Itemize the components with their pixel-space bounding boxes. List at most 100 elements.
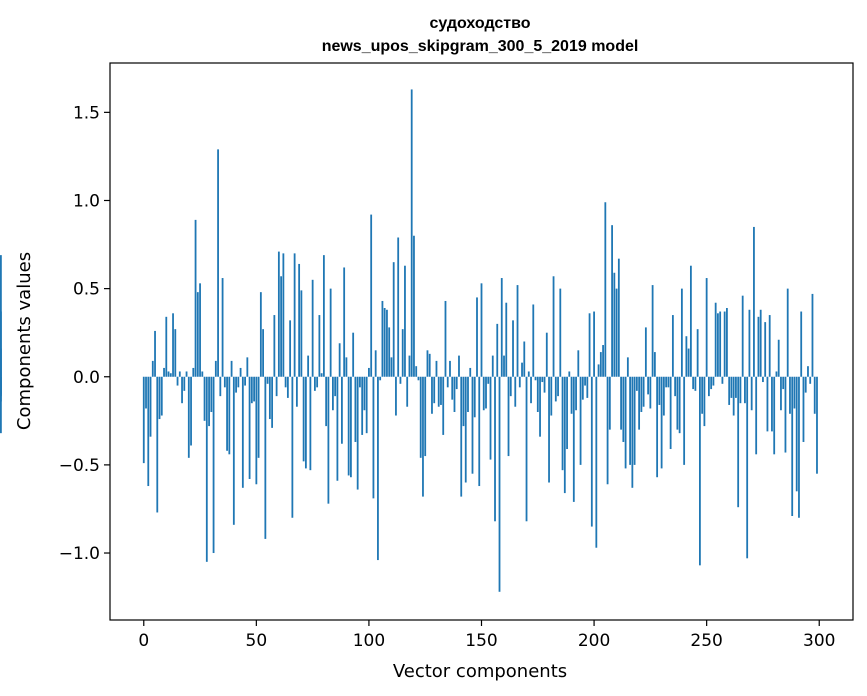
- bar-component-120: [413, 235, 415, 377]
- bar-component-undefined: [0, 376, 2, 402]
- bar-component-58: [273, 315, 276, 377]
- bar-component-235: [671, 315, 674, 377]
- x-axis-ticks: 0 50 100 150 200 250 300: [138, 620, 835, 651]
- bar-component-266: [741, 295, 744, 377]
- bar-component-163: [509, 376, 512, 397]
- bar-component-123: [419, 376, 422, 458]
- bar-component-193: [577, 350, 580, 377]
- bar-component-276: [764, 322, 767, 377]
- bar-component-17: [181, 376, 183, 404]
- bar-component-147: [473, 376, 476, 418]
- bar-component-149: [478, 376, 481, 487]
- bar-component-6: [156, 376, 159, 513]
- bar-component-66: [291, 376, 294, 518]
- bar-component-271: [753, 226, 755, 377]
- bar-component-110: [390, 357, 393, 377]
- bar-component-100: [368, 367, 370, 377]
- bar-component-243: [689, 265, 692, 377]
- bar-component-52: [259, 292, 262, 377]
- bar-component-175: [536, 376, 539, 412]
- bar-component-255: [717, 313, 719, 377]
- bar-component-93: [352, 332, 355, 377]
- bar-component-95: [356, 376, 359, 490]
- bar-component-246: [696, 329, 699, 377]
- bar-component-128: [431, 376, 433, 414]
- bar-component-234: [669, 376, 672, 450]
- bar-component-undefined: [0, 311, 2, 377]
- bar-component-288: [791, 376, 794, 516]
- bar-component-256: [719, 311, 722, 377]
- bar-component-216: [629, 376, 631, 465]
- bar-component-106: [381, 300, 384, 377]
- y-tick-label: 0.0: [73, 368, 100, 388]
- bar-component-79: [320, 373, 323, 377]
- bar-component-137: [451, 376, 454, 400]
- bar-component-213: [622, 376, 625, 442]
- bar-component-196: [584, 376, 586, 386]
- bar-component-227: [653, 352, 656, 377]
- bar-component-41: [235, 376, 237, 393]
- bar-component-42: [237, 376, 240, 388]
- bar-component-34: [219, 376, 222, 397]
- bar-component-136: [449, 360, 451, 377]
- bar-component-13: [172, 313, 174, 377]
- bar-component-295: [807, 366, 809, 377]
- bar-component-208: [611, 225, 613, 377]
- bar-component-35: [221, 278, 224, 377]
- bar-component-77: [316, 376, 319, 388]
- bar-component-131: [437, 376, 440, 407]
- x-tick-label: 200: [578, 631, 610, 651]
- bar-component-210: [615, 288, 618, 377]
- bar-component-132: [440, 376, 442, 405]
- bar-component-61: [280, 276, 283, 377]
- bar-component-119: [410, 89, 413, 377]
- bar-component-211: [617, 258, 620, 377]
- bar-component-99: [365, 376, 368, 434]
- bar-component-232: [665, 376, 668, 388]
- y-tick-label: −0.5: [59, 456, 100, 476]
- bar-component-186: [561, 376, 564, 471]
- bar-component-27: [203, 376, 206, 421]
- bar-component-225: [649, 376, 652, 409]
- bar-component-91: [347, 376, 350, 476]
- bar-component-14: [174, 329, 177, 377]
- bar-component-283: [780, 376, 782, 411]
- bar-component-45: [244, 376, 246, 386]
- bar-component-237: [676, 376, 679, 430]
- bar-component-299: [816, 376, 818, 474]
- bar-component-245: [694, 376, 697, 391]
- x-tick-label: 300: [803, 631, 835, 651]
- bar-component-127: [428, 353, 431, 377]
- bar-component-203: [599, 352, 602, 377]
- bar-component-221: [640, 376, 643, 412]
- bar-component-49: [253, 376, 255, 402]
- bar-component-250: [705, 278, 708, 377]
- bar-component-4: [151, 360, 154, 377]
- bar-component-31: [212, 376, 215, 554]
- bar-component-217: [631, 376, 634, 488]
- bar-component-226: [651, 285, 654, 377]
- bar-component-46: [246, 357, 249, 377]
- bar-component-173: [532, 304, 535, 377]
- bar-component-140: [458, 355, 460, 377]
- bar-component-121: [415, 366, 418, 377]
- bar-component-155: [491, 355, 494, 377]
- bar-component-51: [257, 376, 260, 458]
- bar-component-201: [595, 376, 598, 548]
- bar-component-154: [489, 376, 492, 460]
- bar-component-146: [471, 376, 474, 474]
- bar-component-36: [223, 376, 226, 388]
- bar-component-25: [199, 283, 201, 377]
- bar-component-87: [338, 343, 341, 377]
- bar-component-174: [534, 376, 537, 381]
- bar-component-286: [786, 288, 789, 377]
- bar-component-67: [293, 253, 296, 377]
- bar-component-171: [527, 371, 530, 377]
- bar-component-260: [728, 376, 731, 405]
- bar-component-160: [503, 355, 505, 377]
- bar-component-39: [230, 360, 233, 377]
- bar-component-189: [568, 371, 571, 377]
- bar-component-undefined: [0, 376, 2, 434]
- bar-component-54: [264, 376, 267, 539]
- bar-component-5: [154, 330, 156, 377]
